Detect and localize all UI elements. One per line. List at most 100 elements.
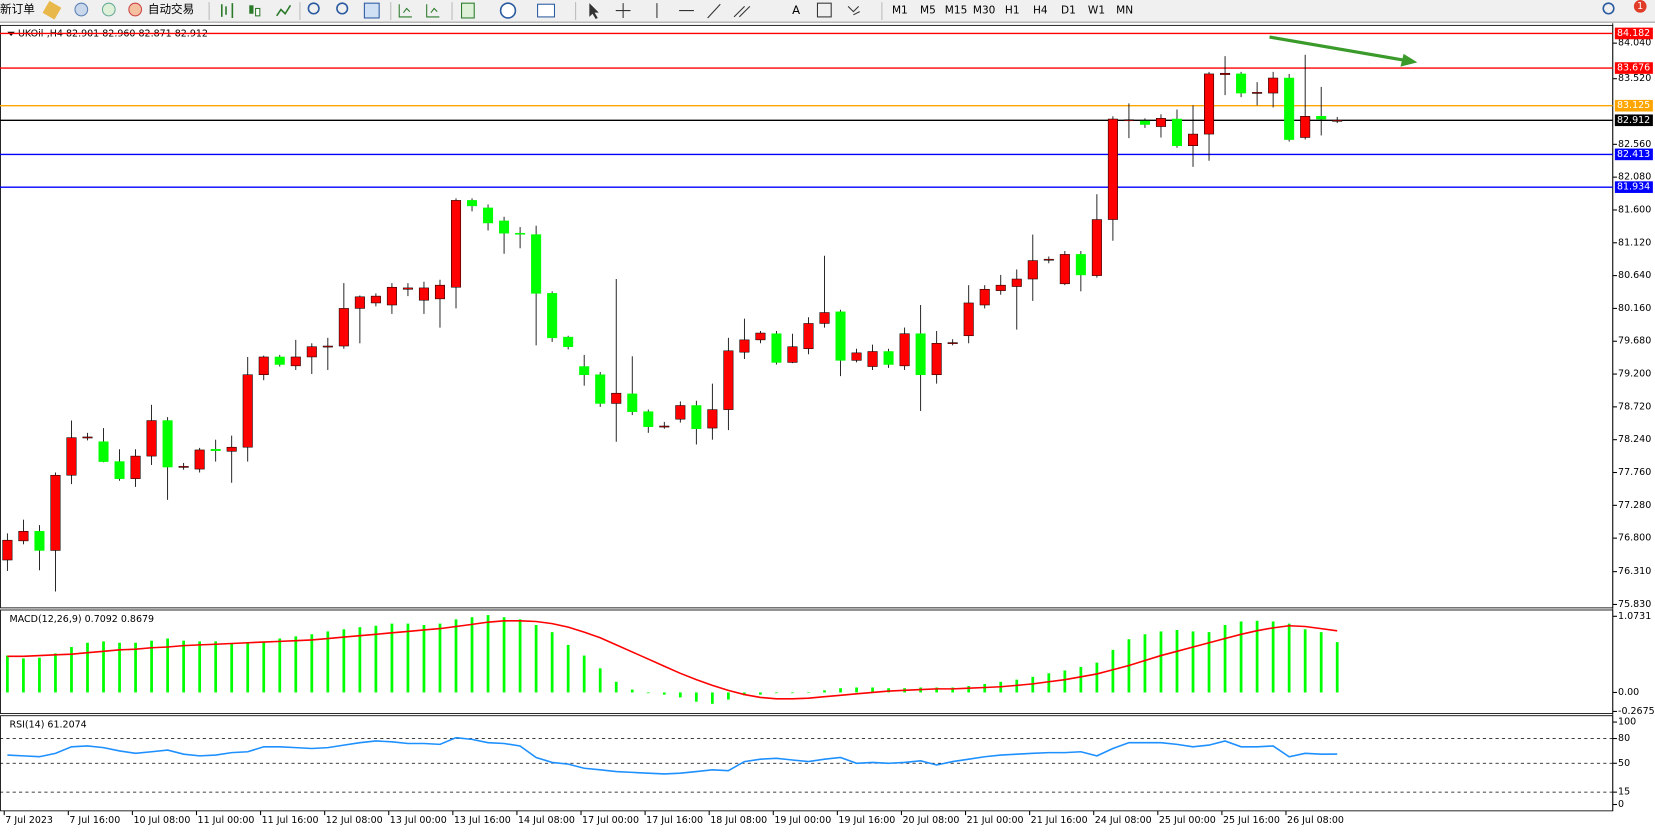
x-tick-label: 25 Jul 00:00 (1159, 815, 1216, 826)
auto-trading-button[interactable]: 自动交易 (148, 2, 194, 16)
icon[interactable] (42, 0, 62, 20)
candle-body (274, 356, 285, 365)
x-tick-label: 12 Jul 08:00 (326, 815, 383, 826)
macd-bar (230, 643, 234, 693)
annotation-arrow (1269, 35, 1405, 62)
candle-body (771, 333, 782, 363)
candle-body (1252, 92, 1263, 94)
macd-bar (454, 619, 458, 693)
line-chart-button[interactable] (276, 4, 292, 17)
candle-body (947, 342, 958, 344)
y-tick-label: 79.680 (1618, 336, 1651, 347)
macd-bar (935, 687, 939, 693)
tile-button[interactable] (363, 2, 380, 19)
indicators-button[interactable] (461, 2, 475, 19)
y-tick-label: 100 (1618, 717, 1636, 728)
macd-bar (214, 641, 218, 693)
timeframe-button[interactable]: W1 (1088, 5, 1105, 17)
x-tick-label: 21 Jul 00:00 (967, 815, 1024, 826)
arrows-tool[interactable] (847, 5, 860, 16)
icon[interactable] (101, 2, 116, 17)
macd-bar (855, 687, 858, 693)
candle-body (1059, 254, 1070, 285)
candle-body (899, 333, 910, 367)
x-tick-label: 13 Jul 00:00 (390, 815, 447, 826)
macd-bar (1303, 629, 1307, 693)
timeframe-button[interactable]: MN (1116, 5, 1133, 17)
macd-bar (582, 655, 586, 693)
timeframe-button[interactable]: M5 (920, 5, 936, 17)
candle-body (483, 207, 494, 224)
timeframe-button[interactable]: M30 (973, 5, 996, 17)
candle-body (1187, 133, 1199, 146)
candle-body (979, 289, 990, 306)
indicator-title: MACD(12,26,9) 0.7092 0.8679 (10, 614, 155, 625)
periods-button[interactable] (499, 2, 517, 19)
x-tick-label: 25 Jul 16:00 (1223, 815, 1280, 826)
new-order-button[interactable]: 新订单 (0, 2, 35, 16)
zoom-in-button[interactable] (307, 2, 320, 15)
timeframe-button[interactable]: M15 (945, 5, 968, 17)
zoom-out-button[interactable] (336, 2, 349, 15)
candle-body (835, 311, 846, 361)
auto-trading-icon[interactable] (128, 2, 143, 17)
candle-body (819, 312, 830, 324)
macd-bar (791, 692, 794, 694)
drawing-tools[interactable] (656, 3, 751, 19)
icon[interactable] (74, 2, 89, 17)
macd-bar (1239, 621, 1243, 693)
macd-bar (1175, 630, 1179, 693)
macd-bar (134, 642, 137, 693)
y-tick-label: 76.800 (1618, 533, 1651, 544)
candle-body (66, 437, 77, 476)
chart-area: UKOil-,H4 82.901 82.960 82.871 82.91284.… (0, 23, 1655, 826)
candle-body (1236, 73, 1247, 94)
notification-badge[interactable] (1633, 0, 1647, 13)
timeframe-button[interactable]: M1 (892, 5, 908, 17)
macd-bar (118, 642, 121, 693)
macd-bar (1111, 649, 1115, 693)
candle-body (370, 295, 381, 304)
cursor-button[interactable] (589, 3, 599, 20)
crosshair-button[interactable] (615, 3, 631, 18)
y-tick-label: 81.120 (1618, 237, 1651, 248)
macd-bar (951, 687, 955, 693)
timeframe-button[interactable]: H1 (1005, 5, 1020, 17)
candle-body (675, 405, 686, 420)
candle-body (290, 356, 301, 367)
templates-button[interactable] (537, 3, 556, 18)
y-tick-label: 1.0731 (1618, 611, 1651, 622)
macd-bar (502, 617, 506, 693)
macd-bar (807, 692, 810, 693)
candle-body (1027, 260, 1038, 280)
search-button[interactable] (1602, 2, 1615, 15)
annotation-arrowhead (1400, 53, 1418, 67)
x-tick-label: 21 Jul 16:00 (1031, 815, 1088, 826)
label-tool[interactable] (816, 2, 832, 18)
y-tick-label: 80 (1618, 733, 1630, 744)
macd-bar (326, 631, 330, 693)
candle-button[interactable] (255, 7, 261, 17)
notification-count[interactable]: 1 (1637, 1, 1643, 12)
candle-body (851, 352, 862, 361)
macd-bar (70, 647, 73, 693)
timeframe-button[interactable]: D1 (1061, 5, 1076, 17)
toolbar-bg (0, 0, 1655, 23)
candle-body (258, 356, 269, 376)
text-tool[interactable]: A (792, 3, 800, 17)
macd-bar (871, 687, 874, 693)
x-tick-label: 26 Jul 08:00 (1287, 815, 1344, 826)
macd-bar (486, 615, 490, 693)
bar-chart-button[interactable] (221, 3, 234, 18)
macd-bar (646, 692, 650, 694)
y-tick-label: 78.240 (1618, 434, 1651, 445)
candle-button[interactable] (249, 5, 254, 14)
shift-button[interactable] (398, 4, 412, 18)
macd-bar (1223, 625, 1227, 693)
timeframe-button[interactable]: H4 (1033, 5, 1048, 17)
autoscroll-button[interactable] (426, 4, 440, 18)
macd-bar (38, 657, 41, 693)
macd-bar (182, 640, 186, 693)
macd-bar (678, 692, 682, 698)
